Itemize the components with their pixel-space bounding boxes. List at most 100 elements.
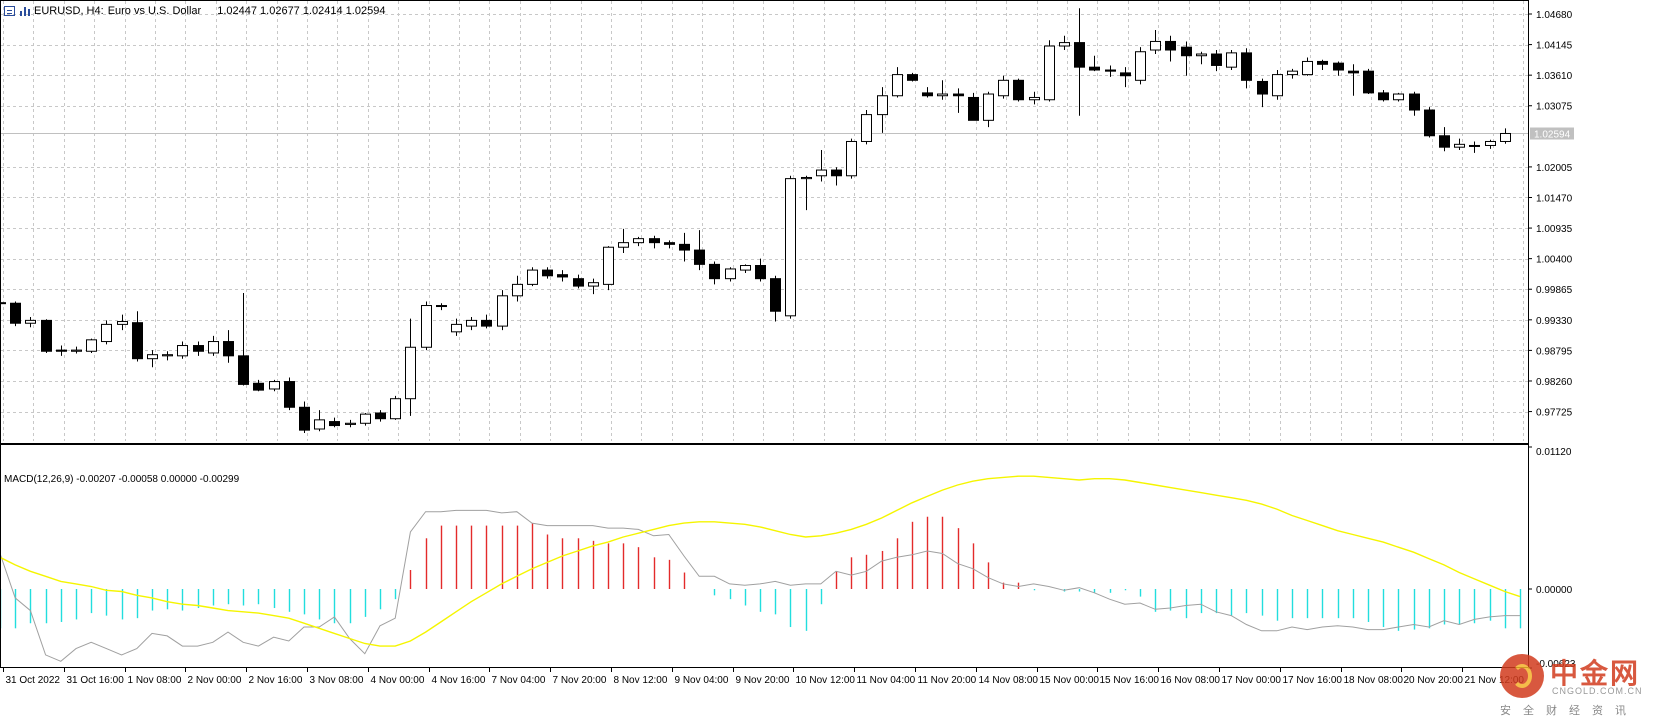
y-tick-label: 1.03075 [1536, 102, 1573, 113]
candle [1363, 68, 1374, 95]
candle [877, 87, 888, 133]
candle-body [907, 74, 918, 81]
candle-body [1257, 80, 1268, 95]
candle [603, 246, 614, 291]
chart-frame [0, 0, 1529, 668]
candle-body [573, 278, 584, 287]
x-tick-label: 4 Nov 00:00 [371, 675, 425, 686]
candle [907, 72, 918, 82]
current-price-tag [1530, 127, 1574, 140]
candle [1120, 67, 1131, 88]
macd-y-tick-label: -0.00623 [1536, 659, 1576, 670]
x-tick-label: 2 Nov 00:00 [188, 675, 242, 686]
candle [527, 267, 538, 287]
candle-body [1211, 53, 1222, 66]
candle-body [1469, 144, 1480, 147]
time-axis[interactable]: 31 Oct 2022 31 Oct 16:00 1 Nov 08:00 2 Nov … [3, 668, 1525, 686]
candle [618, 228, 629, 253]
candle-body [922, 92, 933, 97]
candle-body [269, 381, 280, 390]
candle-body [709, 263, 720, 280]
candle-body [451, 323, 462, 333]
candle [269, 379, 280, 392]
candle-body [345, 422, 356, 425]
logo-mark-icon [1500, 654, 1544, 698]
candle [1272, 70, 1283, 100]
candle-body [725, 268, 736, 280]
macd-y-tick-label: 0.01120 [1536, 447, 1572, 458]
candle-body [1333, 62, 1344, 71]
candle-body [56, 349, 67, 352]
candle-body [892, 74, 903, 97]
chart-window-icon[interactable] [4, 6, 15, 16]
candle-body [1454, 143, 1465, 148]
candle [922, 87, 933, 98]
candle-body [177, 345, 188, 357]
y-tick-label: 1.00935 [1536, 224, 1573, 235]
candle [193, 341, 204, 356]
candle [968, 92, 979, 121]
candle [725, 267, 736, 282]
bar-chart-icon[interactable] [19, 6, 30, 16]
watermark-name: 中金网 [1550, 658, 1641, 689]
macd-lines [0, 475, 1521, 662]
candle-body [649, 238, 660, 244]
candle [1317, 59, 1328, 71]
candle-body [1393, 93, 1404, 101]
candle [846, 138, 857, 179]
candle-body [1165, 40, 1176, 51]
grid [1, 1, 1528, 441]
x-tick-label: 9 Nov 04:00 [675, 675, 729, 686]
candle [1409, 91, 1420, 116]
candle [755, 258, 766, 282]
candle [937, 80, 948, 100]
candle-body [770, 278, 781, 312]
chart-header: EURUSD, H4: Euro vs U.S. Dollar 1.02447 … [4, 4, 385, 18]
candle [466, 316, 477, 331]
candle-body [1074, 42, 1085, 68]
candle-body [542, 269, 553, 277]
candle-body [664, 242, 675, 245]
candle-body [557, 274, 568, 278]
candle [740, 264, 751, 273]
x-tick-label: 8 Nov 12:00 [614, 675, 668, 686]
y-tick-label: 0.98260 [1536, 377, 1573, 388]
candle-body [937, 93, 948, 97]
candle [1287, 68, 1298, 79]
y-tick-label: 1.04680 [1536, 10, 1573, 21]
y-tick-label: 0.97725 [1536, 408, 1573, 419]
candle-body [512, 283, 523, 297]
candle-body [193, 345, 204, 352]
candle [998, 75, 1009, 99]
candle-body [1485, 140, 1496, 146]
candle-body [405, 346, 416, 400]
candle-body [968, 96, 979, 121]
candle-body [1302, 60, 1313, 76]
x-tick-label: 10 Nov 12:00 [796, 675, 856, 686]
candle [1469, 141, 1480, 153]
candle [497, 290, 508, 331]
macd-indicator-label[interactable]: MACD(12,26,9) -0.00207 -0.00058 0.00000 … [4, 474, 240, 485]
candle [117, 314, 128, 331]
x-tick-label: 1 Nov 08:00 [128, 675, 182, 686]
x-tick-label: 2 Nov 16:00 [249, 675, 303, 686]
candle [953, 88, 964, 113]
candle [1302, 57, 1313, 76]
candle [1333, 61, 1344, 76]
x-tick-label: 15 Nov 16:00 [1100, 675, 1160, 686]
candle-body [603, 246, 614, 285]
candle-body [618, 242, 629, 248]
y-tick-label: 0.99865 [1536, 285, 1573, 296]
price-axis[interactable]: 1.04680 1.04145 1.03610 1.03075 1.02005 1.014… [1528, 10, 1576, 670]
y-tick-label: 1.01470 [1536, 193, 1573, 204]
watermark-tagline: 安全财经资讯 [1500, 705, 1638, 717]
y-tick-label: 1.00400 [1536, 255, 1573, 266]
candle [1029, 91, 1040, 105]
candle-body [1500, 132, 1511, 142]
candle-body [1424, 109, 1435, 137]
candle [1059, 35, 1070, 51]
candle [785, 175, 796, 319]
symbol-description: Euro vs U.S. Dollar [107, 5, 202, 17]
candle-body [1089, 66, 1100, 71]
